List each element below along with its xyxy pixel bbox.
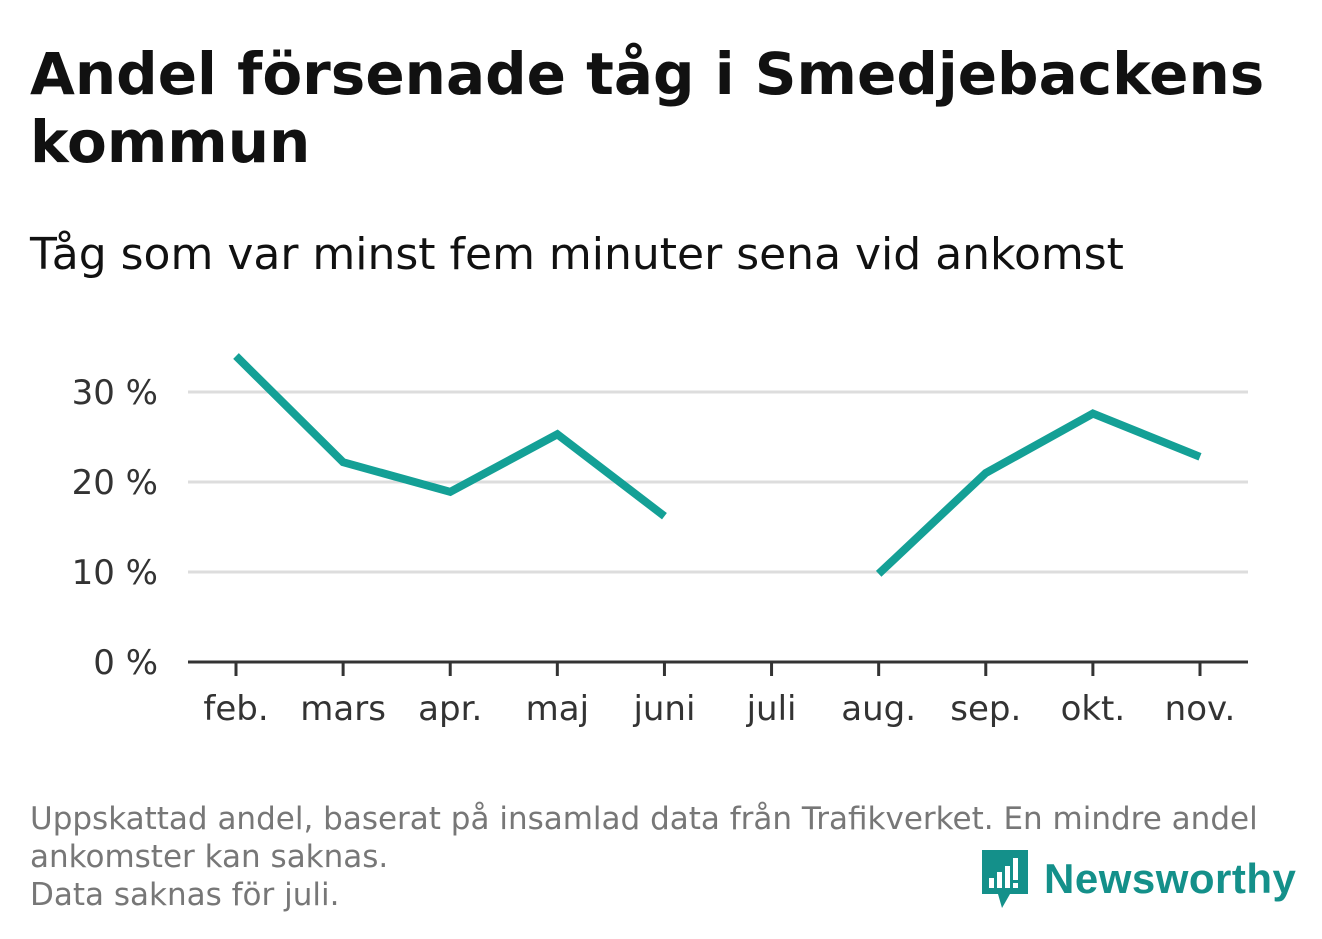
brand-logo: Newsworthy [980,848,1296,910]
x-tick-label: sep. [950,689,1021,729]
footnote-line-1: Uppskattad andel, baserat på insamlad da… [30,801,1258,837]
y-tick-label: 30 % [72,373,158,413]
y-tick-label: 20 % [72,463,158,503]
brand-name: Newsworthy [1044,855,1297,902]
footnote-line-3: Data saknas för juli. [30,877,340,913]
grid-lines [188,390,1248,574]
x-tick-label: okt. [1061,689,1126,729]
series-line-segment [875,409,1202,577]
x-tick-label: juni [632,689,695,729]
chart-title: Andel försenade tåg i Smedjebackens komm… [30,40,1265,176]
y-tick-labels: 0 % 10 % 20 % 30 % [72,373,158,683]
x-tick-label: juli [746,689,797,729]
series-line-segment [233,353,667,520]
chart-subtitle: Tåg som var minst fem minuter sena vid a… [30,229,1124,280]
y-tick-label: 10 % [72,553,158,593]
x-tick-labels: feb. mars apr. maj juni juli aug. sep. okt. nov. [203,689,1235,729]
newsworthy-logo-icon [982,850,1028,908]
x-tick-label: feb. [203,689,268,729]
x-tick-label: apr. [418,689,482,729]
footnote-line-2: ankomster kan saknas. [30,839,389,875]
y-tick-label: 0 % [93,643,158,683]
x-tick-label: aug. [841,689,916,729]
footnote: Uppskattad andel, baserat på insamlad da… [30,800,1290,914]
series-line [233,353,1202,577]
line-chart: 0 % 10 % 20 % 30 % feb. mars apr. maj juni juli a… [72,353,1248,729]
x-tick-label: mars [300,689,386,729]
x-tick-label: maj [526,689,589,729]
x-tick-label: nov. [1165,689,1236,729]
x-axis [188,660,1248,676]
